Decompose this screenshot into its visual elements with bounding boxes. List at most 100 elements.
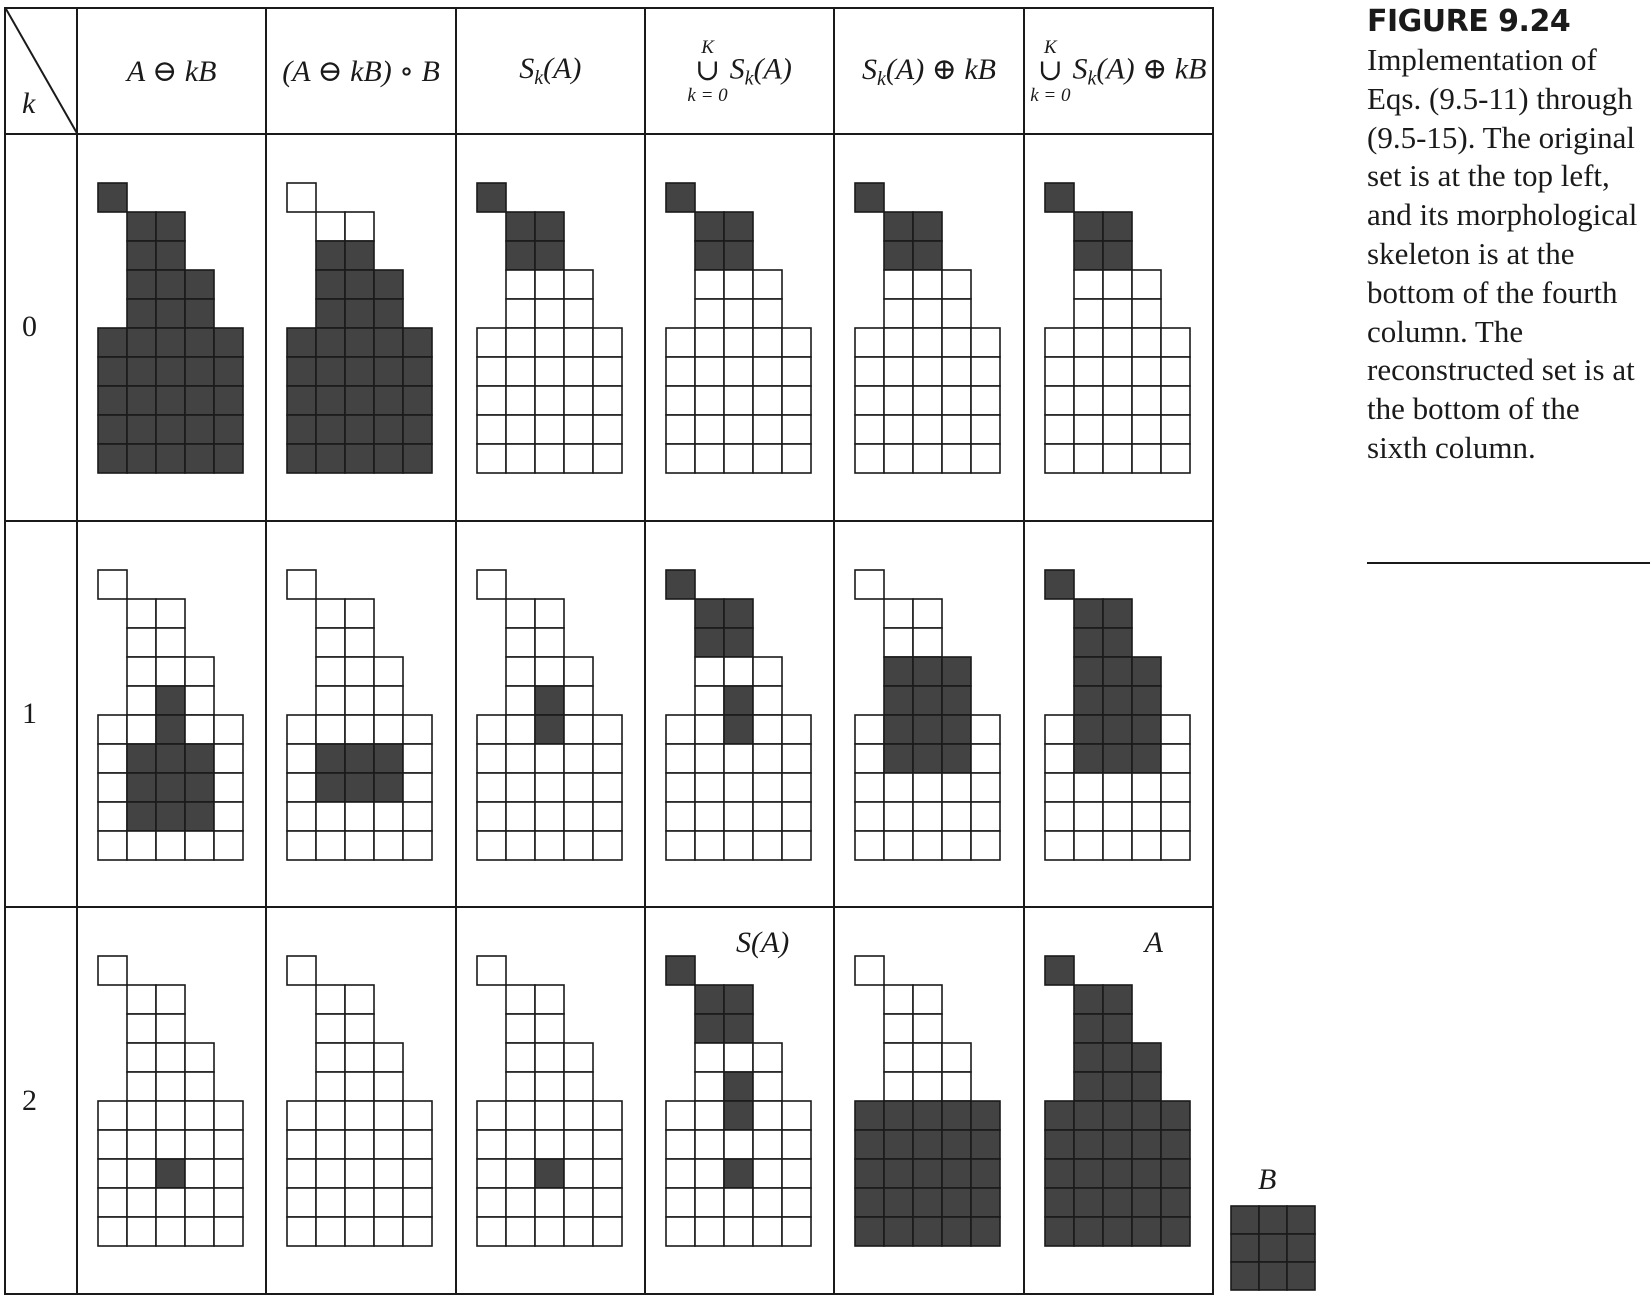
empty-pixel xyxy=(475,385,507,416)
empty-pixel xyxy=(1101,356,1133,387)
empty-pixel xyxy=(970,414,1002,445)
empty-pixel xyxy=(533,626,565,658)
filled-pixel xyxy=(1072,211,1104,242)
empty-pixel xyxy=(504,742,536,774)
empty-pixel xyxy=(723,269,754,300)
empty-pixel xyxy=(1159,713,1191,745)
empty-pixel xyxy=(694,771,725,803)
empty-pixel xyxy=(97,742,128,774)
empty-pixel xyxy=(665,713,696,745)
empty-pixel xyxy=(373,1158,405,1190)
empty-pixel xyxy=(402,742,434,774)
empty-pixel xyxy=(533,327,565,358)
filled-pixel xyxy=(694,240,725,271)
empty-pixel xyxy=(155,1216,186,1248)
empty-pixel xyxy=(533,356,565,387)
empty-pixel xyxy=(126,1158,157,1190)
empty-pixel xyxy=(591,1129,623,1161)
empty-pixel xyxy=(562,269,594,300)
filled-pixel xyxy=(126,269,157,300)
pixel-grid xyxy=(1043,955,1191,1248)
empty-pixel xyxy=(752,1216,783,1248)
pixel-grid xyxy=(286,955,434,1248)
empty-pixel xyxy=(504,771,536,803)
empty-pixel xyxy=(723,414,754,445)
filled-pixel xyxy=(315,414,347,445)
empty-pixel xyxy=(1159,385,1191,416)
pixel-grid xyxy=(475,182,623,474)
header-erosion: A ⊖ kB xyxy=(75,7,268,135)
empty-pixel xyxy=(1072,356,1104,387)
empty-pixel xyxy=(344,829,376,861)
empty-pixel xyxy=(854,414,886,445)
row-k-2: 2 S(A) A xyxy=(4,906,1215,1295)
empty-pixel xyxy=(1101,829,1133,861)
empty-pixel xyxy=(970,771,1002,803)
empty-pixel xyxy=(97,771,128,803)
filled-pixel xyxy=(155,298,186,329)
empty-pixel xyxy=(373,1071,405,1103)
empty-pixel xyxy=(315,597,347,629)
empty-pixel xyxy=(562,655,594,687)
filled-pixel xyxy=(155,240,186,271)
filled-pixel xyxy=(344,771,376,803)
empty-pixel xyxy=(562,1042,594,1074)
empty-pixel xyxy=(752,414,783,445)
figure-caption-text: Implementation of Eqs. (9.5-11) through … xyxy=(1367,42,1638,465)
empty-pixel xyxy=(184,1100,215,1132)
empty-pixel xyxy=(155,829,186,861)
filled-pixel xyxy=(126,771,157,803)
empty-pixel xyxy=(1159,800,1191,832)
empty-pixel xyxy=(1130,356,1162,387)
empty-pixel xyxy=(504,1158,536,1190)
filled-pixel xyxy=(126,385,157,416)
empty-pixel xyxy=(1043,742,1075,774)
empty-pixel xyxy=(591,327,623,358)
filled-pixel xyxy=(1072,1158,1104,1190)
structuring-element-pixel xyxy=(1230,1205,1260,1235)
filled-pixel xyxy=(883,713,915,745)
empty-pixel xyxy=(854,356,886,387)
filled-pixel xyxy=(1159,1100,1191,1132)
empty-pixel xyxy=(97,1187,128,1219)
empty-pixel xyxy=(1072,327,1104,358)
filled-pixel xyxy=(970,1100,1002,1132)
empty-pixel xyxy=(781,1158,812,1190)
empty-pixel xyxy=(286,800,318,832)
empty-pixel xyxy=(912,800,944,832)
empty-pixel xyxy=(665,1216,696,1248)
header-dilated-subset: Sk(A) ⊕ kB xyxy=(833,7,1025,135)
empty-pixel xyxy=(854,568,886,600)
filled-pixel xyxy=(723,211,754,242)
empty-pixel xyxy=(97,568,128,600)
empty-pixel xyxy=(315,655,347,687)
empty-pixel xyxy=(723,1187,754,1219)
cell-r1-c0 xyxy=(75,519,268,909)
empty-pixel xyxy=(504,414,536,445)
empty-pixel xyxy=(723,356,754,387)
filled-pixel xyxy=(373,356,405,387)
empty-pixel xyxy=(155,1071,186,1103)
empty-pixel xyxy=(373,829,405,861)
empty-pixel xyxy=(126,1100,157,1132)
filled-pixel xyxy=(1101,1158,1133,1190)
empty-pixel xyxy=(504,298,536,329)
empty-pixel xyxy=(504,800,536,832)
empty-pixel xyxy=(941,327,973,358)
union-symbol: ∪ xyxy=(1037,53,1063,87)
empty-pixel xyxy=(723,1216,754,1248)
filled-pixel xyxy=(1101,1071,1133,1103)
empty-pixel xyxy=(665,327,696,358)
filled-pixel xyxy=(941,1129,973,1161)
empty-pixel xyxy=(1130,829,1162,861)
filled-pixel xyxy=(126,800,157,832)
empty-pixel xyxy=(1159,414,1191,445)
empty-pixel xyxy=(286,1216,318,1248)
empty-pixel xyxy=(562,1187,594,1219)
empty-pixel xyxy=(344,1013,376,1045)
empty-pixel xyxy=(883,298,915,329)
filled-pixel xyxy=(286,327,318,358)
filled-pixel xyxy=(912,1100,944,1132)
filled-pixel xyxy=(1101,984,1133,1016)
empty-pixel xyxy=(97,713,128,745)
